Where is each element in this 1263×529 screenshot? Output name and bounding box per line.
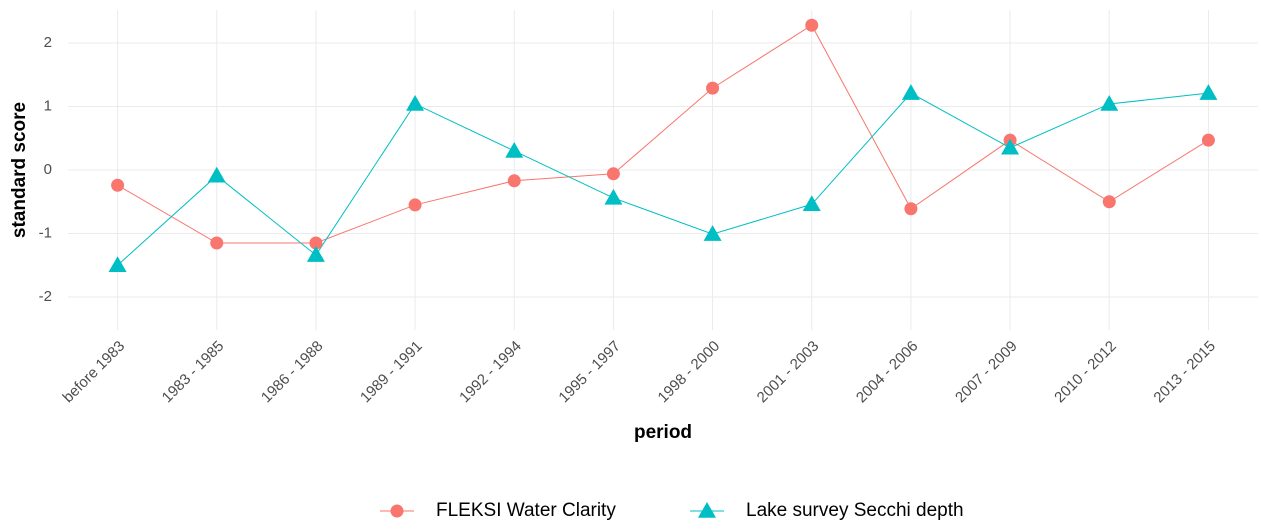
point [505,141,524,158]
point [604,188,623,205]
x-tick-label: 2013 - 2015 [1150,338,1219,407]
point [309,236,323,250]
point [1201,133,1215,147]
point [408,198,422,212]
x-tick-label: 2004 - 2006 [853,338,922,407]
y-axis-title: standard score [9,102,30,238]
x-tick-label: 2001 - 2003 [754,338,823,407]
x-axis-title: period [634,422,692,443]
x-tick-label: 1989 - 1991 [357,338,426,407]
point [901,84,920,100]
point [606,167,620,181]
point [703,225,722,241]
x-tick-label: before 1983 [60,338,129,407]
y-tick-label: 2 [44,34,52,51]
y-tick-label: -1 [39,224,52,241]
point [108,256,127,272]
legend-label: Lake survey Secchi depth [746,500,964,521]
series-line [117,92,1209,266]
point [507,174,521,188]
legend-label: FLEKSI Water Clarity [436,500,616,521]
x-tick-label: 2010 - 2012 [1051,338,1120,407]
legend-marker [698,502,716,518]
point [111,178,125,192]
point [210,236,224,250]
y-tick-label: 0 [44,161,52,178]
point [802,195,821,212]
legend-marker [390,504,404,518]
point [706,81,720,95]
x-tick-label: 1998 - 2000 [655,338,724,407]
point [306,246,325,262]
series-line [117,24,1209,244]
x-tick-label: 1983 - 1985 [159,338,228,407]
point [1001,138,1020,155]
x-tick-label: 1986 - 1988 [258,338,327,407]
point [1199,84,1218,100]
x-tick-label: 2007 - 2009 [952,338,1021,407]
point [1100,94,1119,111]
point [1102,195,1116,209]
point [207,166,226,183]
point [406,94,425,111]
y-tick-label: -2 [39,288,52,305]
y-tick-label: 1 [44,97,52,114]
x-tick-label: 1992 - 1994 [456,338,525,407]
x-tick-label: 1995 - 1997 [555,338,624,407]
point [805,18,819,32]
point [904,202,918,216]
